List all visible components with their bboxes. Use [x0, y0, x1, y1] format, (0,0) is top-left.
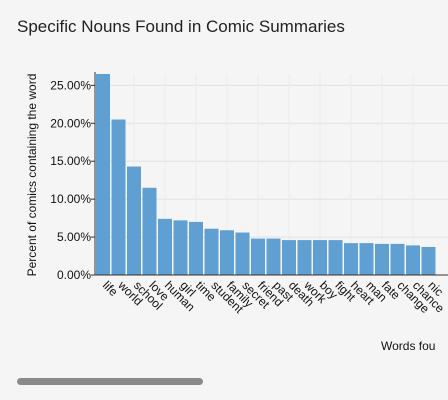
y-tick-label: 20.00%	[50, 116, 91, 130]
y-tick-label: 10.00%	[50, 192, 91, 206]
bar-work	[297, 240, 312, 275]
bar-life	[96, 74, 110, 275]
bar-boy	[313, 240, 327, 275]
bars	[96, 74, 436, 276]
bar-world	[111, 119, 126, 276]
bar-chance	[406, 245, 420, 275]
bar-fate	[375, 243, 389, 275]
axes	[91, 72, 448, 276]
y-tick-label: 25.00%	[50, 78, 91, 92]
bar-time	[189, 221, 203, 275]
bar-past	[266, 238, 281, 275]
y-tick-label: 0.00%	[57, 268, 91, 282]
bar-love	[142, 187, 157, 275]
bar-student	[204, 228, 219, 275]
bar-heart	[344, 243, 358, 275]
bar-change	[390, 243, 405, 275]
bar-death	[282, 240, 296, 275]
bar-human	[158, 218, 172, 275]
x-axis-label: Words fou	[381, 339, 435, 353]
bar-school	[127, 166, 141, 275]
bar-nic	[421, 246, 436, 275]
chart-title: Specific Nouns Found in Comic Summaries	[17, 17, 345, 36]
bar-fight	[328, 240, 343, 275]
y-axis-label: Percent of comics containing the word	[25, 74, 39, 277]
bar-friend	[251, 238, 265, 275]
bar-family	[220, 230, 234, 275]
y-tick-label: 15.00%	[50, 154, 91, 168]
bar-girl	[173, 220, 188, 275]
y-tick-label: 5.00%	[57, 230, 91, 244]
bar-man	[359, 243, 374, 275]
bar-secret	[235, 232, 250, 275]
x-tick-labels: lifeworldschoollovehumangirltimestudentf…	[100, 278, 447, 317]
y-tick-labels: 0.00% 5.00% 10.00% 15.00% 20.00% 25.00%	[50, 78, 91, 282]
horizontal-scrollbar[interactable]	[17, 378, 203, 385]
